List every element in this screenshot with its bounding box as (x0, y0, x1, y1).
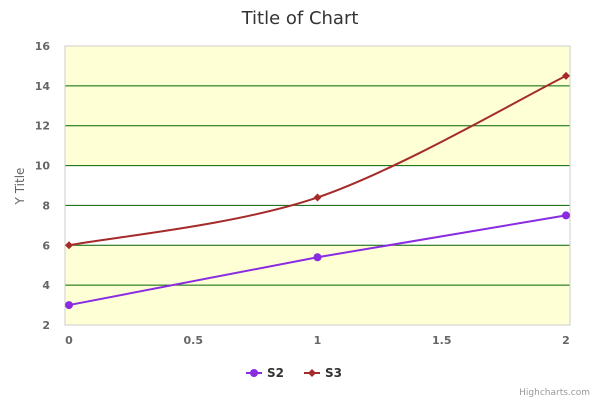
series-point-s3 (562, 71, 570, 80)
legend-label: S3 (325, 366, 342, 380)
y-tick-label: 4 (42, 279, 50, 292)
series-point-s2 (65, 301, 73, 310)
x-tick-label: 0.5 (184, 334, 204, 347)
legend: S2 S3 (246, 366, 342, 380)
legend-item-s3[interactable]: S3 (304, 366, 342, 380)
legend-label: S2 (267, 366, 284, 380)
x-tick-label: 0 (65, 334, 73, 347)
x-tick-label: 1 (314, 334, 322, 347)
series-point-s3 (313, 193, 322, 202)
y-tick-label: 2 (42, 319, 50, 332)
y-tick-label: 16 (35, 40, 51, 53)
y-axis-title: Y Title (13, 168, 27, 206)
plot-area: 2 4 6 8 10 12 14 16 0 0.5 1 1.5 2 (35, 40, 571, 347)
y-tick-label: 10 (35, 160, 51, 173)
y-tick-label: 14 (35, 80, 51, 93)
legend-marker-icon (250, 369, 258, 377)
y-tick-label: 6 (42, 239, 50, 252)
series-point-s2 (313, 253, 322, 262)
plot-border (64, 45, 571, 326)
x-tick-label: 2 (562, 334, 570, 347)
chart-title: Title of Chart (241, 8, 359, 29)
legend-item-s2[interactable]: S2 (246, 366, 284, 380)
y-tick-label: 12 (35, 120, 50, 133)
series-point-s2 (562, 211, 570, 220)
series-point-s3 (65, 241, 73, 250)
credits-text[interactable]: Highcharts.com (519, 388, 590, 398)
legend-marker-icon (308, 369, 316, 377)
plot-band (65, 46, 570, 86)
x-tick-label: 1.5 (432, 334, 452, 347)
y-tick-label: 8 (42, 199, 50, 212)
